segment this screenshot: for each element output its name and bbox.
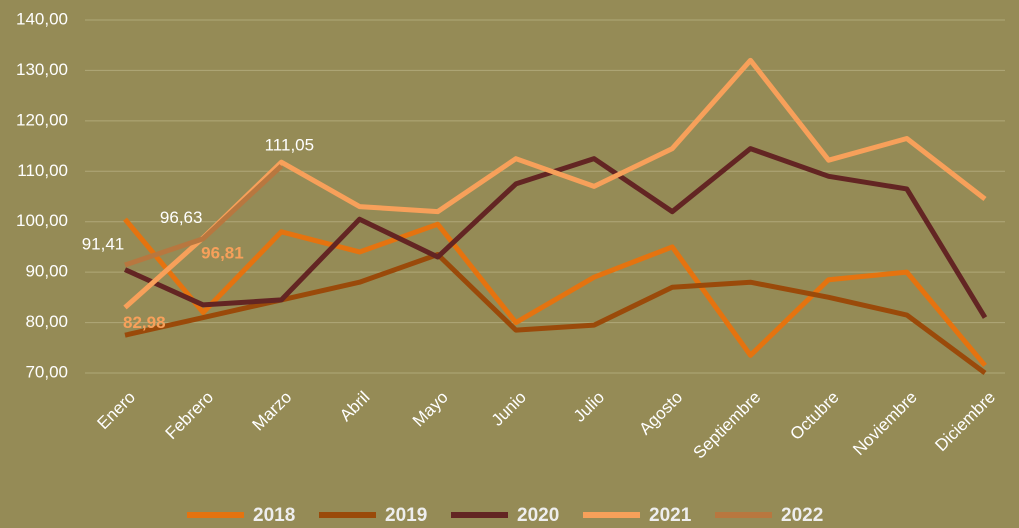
- legend-label: 2020: [517, 505, 559, 526]
- data-label: 96,63: [160, 208, 203, 227]
- x-tick-label: Marzo: [249, 388, 296, 435]
- y-tick-label: 130,00: [16, 60, 68, 79]
- y-tick-label: 90,00: [25, 262, 68, 281]
- data-label: 96,81: [201, 243, 244, 262]
- legend-label: 2018: [253, 505, 295, 526]
- x-tick-label: Junio: [488, 388, 530, 430]
- data-label: 91,41: [82, 235, 125, 254]
- x-tick-label: Octubre: [786, 388, 842, 444]
- x-tick-label: Julio: [570, 388, 608, 426]
- x-tick-label: Enero: [93, 388, 139, 434]
- y-tick-label: 70,00: [25, 362, 68, 381]
- y-tick-label: 110,00: [17, 161, 68, 180]
- x-tick-label: Abril: [336, 388, 373, 425]
- x-tick-label: Diciembre: [931, 388, 999, 456]
- series-line: [124, 164, 284, 268]
- x-tick-label: Febrero: [162, 388, 218, 444]
- data-label: 111,05: [265, 135, 314, 154]
- y-tick-label: 140,00: [16, 9, 68, 28]
- legend-label: 2019: [385, 505, 427, 526]
- y-tick-label: 120,00: [16, 110, 68, 129]
- data-label: 82,98: [123, 313, 166, 332]
- series-line: [123, 57, 987, 310]
- series-line: [123, 217, 987, 368]
- x-tick-label: Agosto: [635, 388, 686, 439]
- y-tick-label: 80,00: [25, 312, 68, 331]
- legend-label: 2021: [649, 505, 692, 526]
- y-tick-label: 100,00: [16, 211, 68, 230]
- legend-label: 2022: [781, 505, 823, 526]
- x-tick-label: Noviembre: [849, 388, 921, 460]
- x-tick-label: Septiembre: [690, 388, 765, 463]
- x-tick-label: Mayo: [409, 388, 452, 431]
